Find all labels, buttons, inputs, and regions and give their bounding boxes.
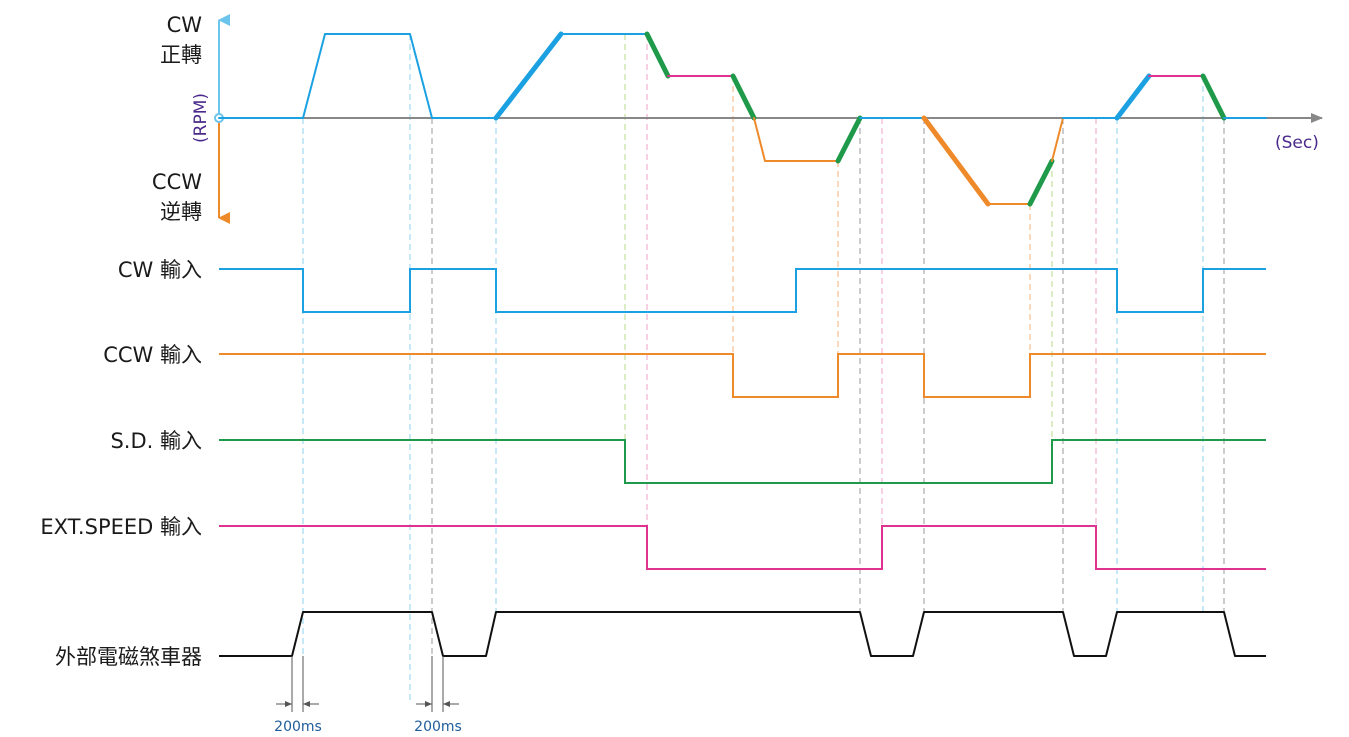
- cw-axis-label: CW: [167, 13, 203, 37]
- cw-axis-sublabel: 正轉: [160, 43, 202, 67]
- sd-input-waveform: [219, 439, 1266, 484]
- ext-speed-input-waveform: [219, 525, 1266, 570]
- ccw-input-waveform: [219, 353, 1266, 398]
- ccw-axis-label: CCW: [152, 170, 202, 194]
- brake-waveform: [219, 611, 1266, 657]
- ccw-axis-sublabel: 逆轉: [160, 200, 202, 224]
- delay-label-2: 200ms: [414, 719, 462, 735]
- rpm-label: (RPM): [191, 93, 211, 143]
- ccw-input-label: CCW 輸入: [103, 343, 202, 367]
- brake-label: 外部電磁煞車器: [55, 645, 202, 669]
- cw-input-label: CW 輸入: [118, 258, 202, 282]
- sd-input-label: S.D. 輸入: [110, 429, 202, 453]
- guide-lines: [302, 34, 1225, 700]
- ext-speed-input-label: EXT.SPEED 輸入: [40, 515, 202, 539]
- speed-profile: [218, 31, 1267, 207]
- delay-marker-1: [276, 656, 319, 712]
- cw-input-waveform: [219, 268, 1266, 313]
- sec-label: (Sec): [1275, 133, 1319, 153]
- delay-label-1: 200ms: [274, 719, 322, 735]
- delay-marker-2: [416, 656, 459, 712]
